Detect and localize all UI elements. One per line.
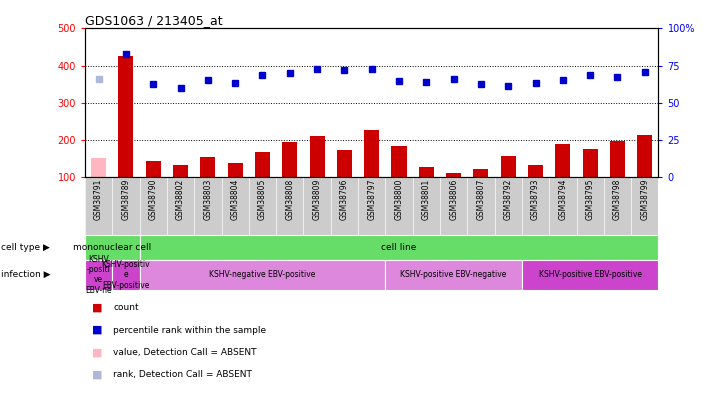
Bar — [85, 260, 113, 290]
Text: GSM38796: GSM38796 — [340, 179, 349, 220]
Bar — [364, 130, 379, 177]
Bar — [309, 136, 324, 177]
Bar — [228, 163, 243, 177]
Bar — [528, 165, 543, 177]
Text: GSM38809: GSM38809 — [313, 179, 321, 220]
Text: ■: ■ — [92, 325, 103, 335]
Bar — [113, 260, 139, 290]
Text: GSM38808: GSM38808 — [285, 179, 295, 220]
Text: mononuclear cell: mononuclear cell — [73, 243, 152, 252]
Text: GSM38792: GSM38792 — [504, 179, 513, 220]
Text: KSHV
-positi
ve
EBV-ne: KSHV -positi ve EBV-ne — [85, 255, 112, 295]
Text: ■: ■ — [92, 370, 103, 379]
Bar — [419, 167, 434, 177]
Text: GSM38790: GSM38790 — [149, 179, 158, 220]
Bar — [337, 150, 352, 177]
Text: GSM38793: GSM38793 — [531, 179, 540, 220]
Text: GSM38801: GSM38801 — [422, 179, 430, 220]
Bar — [637, 135, 652, 177]
Text: ■: ■ — [92, 303, 103, 313]
Bar — [146, 161, 161, 177]
Bar — [200, 157, 215, 177]
Text: GSM38791: GSM38791 — [94, 179, 103, 220]
Text: cell type ▶: cell type ▶ — [1, 243, 50, 252]
Bar — [583, 149, 598, 177]
Text: GSM38794: GSM38794 — [559, 179, 567, 220]
Text: infection ▶: infection ▶ — [1, 270, 50, 279]
Bar — [555, 145, 571, 177]
Text: KSHV-positiv
e
EBV-positive: KSHV-positiv e EBV-positive — [102, 260, 150, 290]
Text: value, Detection Call = ABSENT: value, Detection Call = ABSENT — [113, 348, 257, 357]
Bar — [522, 260, 658, 290]
Bar — [385, 260, 522, 290]
Text: cell line: cell line — [382, 243, 417, 252]
Bar — [85, 235, 139, 260]
Text: GSM38799: GSM38799 — [640, 179, 649, 220]
Text: KSHV-negative EBV-positive: KSHV-negative EBV-positive — [210, 270, 316, 279]
Text: GSM38798: GSM38798 — [613, 179, 622, 220]
Text: GSM38807: GSM38807 — [476, 179, 486, 220]
Text: GSM38806: GSM38806 — [449, 179, 458, 220]
Text: ■: ■ — [92, 347, 103, 357]
Text: KSHV-positive EBV-negative: KSHV-positive EBV-negative — [401, 270, 507, 279]
Bar — [474, 169, 489, 177]
Text: GSM38797: GSM38797 — [367, 179, 376, 220]
Text: GDS1063 / 213405_at: GDS1063 / 213405_at — [85, 14, 222, 27]
Text: GSM38802: GSM38802 — [176, 179, 185, 220]
Text: GSM38795: GSM38795 — [586, 179, 595, 220]
Bar — [282, 142, 297, 177]
Bar — [610, 141, 625, 177]
Text: rank, Detection Call = ABSENT: rank, Detection Call = ABSENT — [113, 370, 252, 379]
Text: GSM38803: GSM38803 — [203, 179, 212, 220]
Bar — [118, 56, 133, 177]
Bar — [91, 158, 106, 177]
Bar — [392, 146, 406, 177]
Bar — [446, 173, 461, 177]
Text: GSM38804: GSM38804 — [231, 179, 239, 220]
Bar — [501, 156, 515, 177]
Bar — [139, 260, 385, 290]
Text: percentile rank within the sample: percentile rank within the sample — [113, 326, 266, 335]
Bar — [173, 165, 188, 177]
Bar — [255, 152, 270, 177]
Text: GSM38789: GSM38789 — [122, 179, 130, 220]
Text: KSHV-positive EBV-positive: KSHV-positive EBV-positive — [539, 270, 641, 279]
Text: GSM38805: GSM38805 — [258, 179, 267, 220]
Text: GSM38800: GSM38800 — [394, 179, 404, 220]
Text: count: count — [113, 303, 139, 312]
